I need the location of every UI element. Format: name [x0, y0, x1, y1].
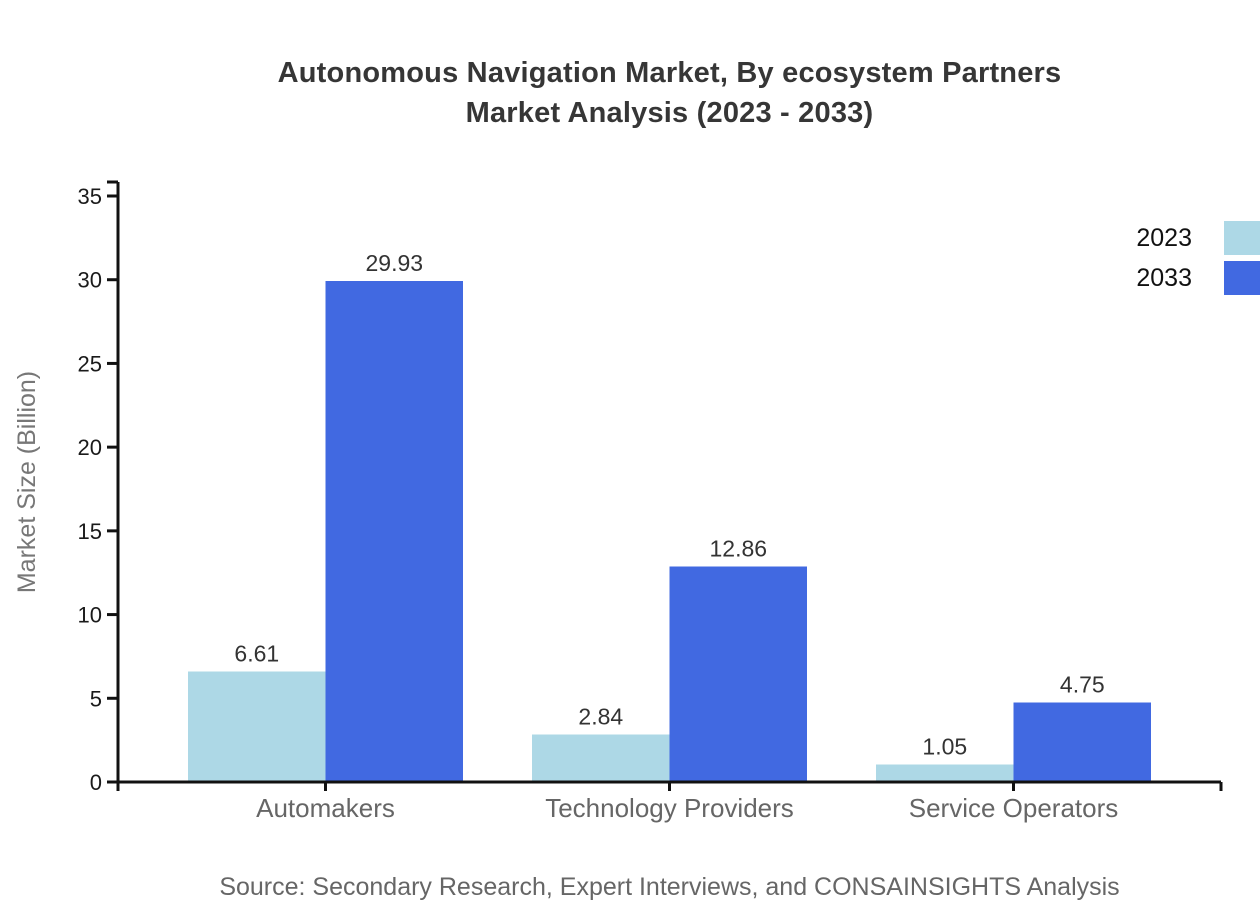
legend-item-2023: 2023	[1136, 221, 1260, 255]
y-tick-label-30: 30	[78, 268, 102, 293]
bar-2023-automakers	[188, 671, 326, 782]
category-label-automakers: Automakers	[256, 793, 395, 823]
chart-title-line1: Autonomous Navigation Market, By ecosyst…	[277, 57, 1062, 89]
legend-swatch-2023	[1224, 221, 1260, 255]
category-label-technology-providers: Technology Providers	[545, 793, 794, 823]
legend-item-2033: 2033	[1136, 261, 1260, 295]
y-tick-label-15: 15	[78, 519, 102, 544]
source-note: Source: Secondary Research, Expert Inter…	[219, 873, 1120, 901]
bar-2023-technology-providers	[532, 734, 670, 782]
y-tick-label-10: 10	[78, 603, 102, 628]
value-label-2023-technology-providers: 2.84	[578, 704, 623, 730]
chart-title-line2: Market Analysis (2023 - 2033)	[465, 97, 874, 129]
legend: 2023 2033	[1136, 221, 1260, 301]
value-label-2033-service-operators: 4.75	[1060, 672, 1105, 698]
value-label-2023-automakers: 6.61	[234, 640, 279, 666]
legend-label-2033: 2033	[1136, 263, 1192, 292]
category-label-service-operators: Service Operators	[909, 793, 1119, 823]
bar-2023-service-operators	[876, 764, 1014, 782]
chart-title: Autonomous Navigation Market, By ecosyst…	[79, 53, 1260, 133]
value-label-2033-technology-providers: 12.86	[710, 536, 768, 562]
y-axis-title: Market Size (Billion)	[13, 371, 41, 593]
y-tick-label-5: 5	[90, 686, 102, 711]
legend-swatch-2033	[1224, 261, 1260, 295]
y-tick-label-35: 35	[78, 184, 102, 209]
value-label-2023-service-operators: 1.05	[922, 733, 967, 759]
bar-2033-technology-providers	[669, 566, 807, 782]
y-tick-label-25: 25	[78, 351, 102, 376]
y-tick-label-0: 0	[90, 770, 102, 795]
value-label-2033-automakers: 29.93	[366, 250, 424, 276]
legend-label-2023: 2023	[1136, 223, 1192, 252]
bar-2033-automakers	[325, 280, 463, 782]
y-tick-label-20: 20	[78, 435, 102, 460]
bar-2033-service-operators	[1013, 702, 1151, 782]
